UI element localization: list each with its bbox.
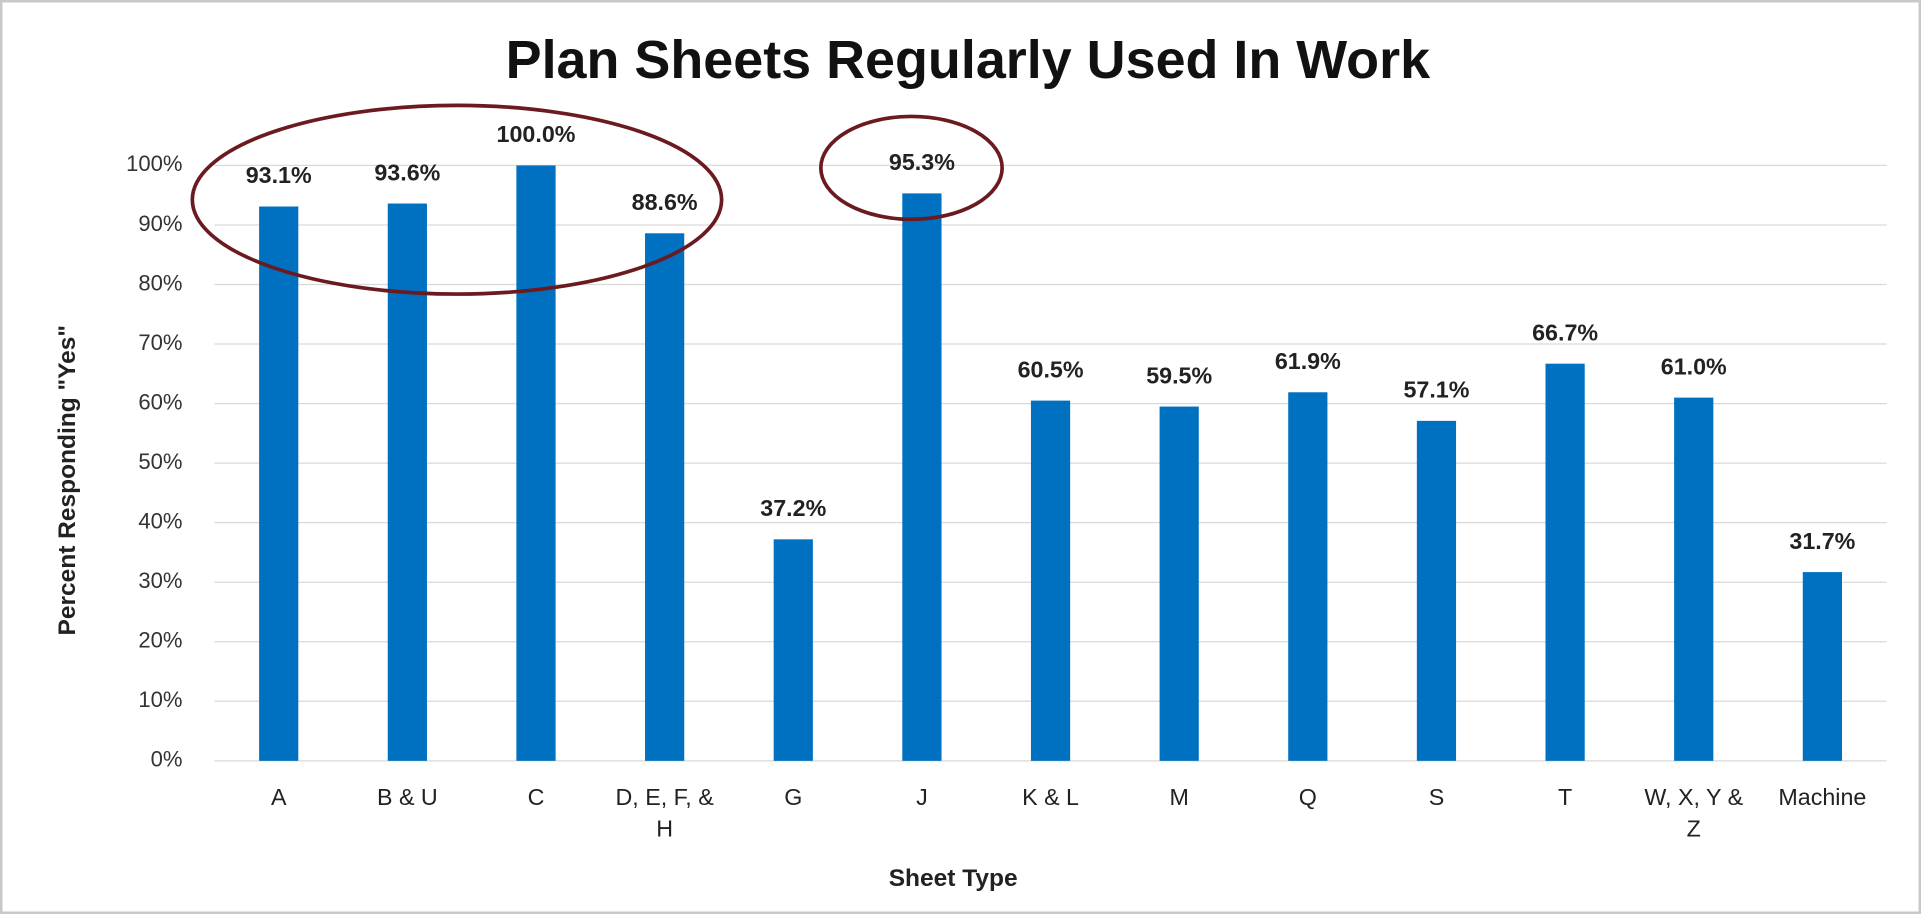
data-label: 31.7% <box>1789 528 1855 554</box>
bar <box>1674 397 1714 761</box>
data-label: 60.5% <box>1018 356 1084 382</box>
bar <box>1416 420 1457 761</box>
y-tick-label: 20% <box>138 628 182 653</box>
bar <box>1545 363 1585 761</box>
x-tick-label: J <box>916 784 928 810</box>
data-label: 59.5% <box>1146 362 1212 388</box>
y-axis-label: Percent Responding "Yes" <box>54 325 81 636</box>
plot-area: 0% 10% 20% 30% 40% 50% 60% 70% 80% 90% 100% A 93.1% B… <box>126 121 1887 842</box>
data-label: 37.2% <box>760 495 826 521</box>
y-tick-label: 80% <box>138 270 182 295</box>
data-label: 95.3% <box>889 149 955 175</box>
x-tick-label: S <box>1429 784 1445 810</box>
data-label: 66.7% <box>1532 319 1598 345</box>
y-tick-label: 30% <box>138 568 182 593</box>
data-label: 61.9% <box>1275 348 1341 374</box>
bar <box>1288 392 1328 761</box>
data-label: 88.6% <box>632 189 698 215</box>
bar <box>259 206 299 761</box>
y-tick-label: 50% <box>138 449 182 474</box>
bar <box>387 203 427 761</box>
bar <box>645 233 685 761</box>
y-tick-label: 10% <box>138 687 182 712</box>
highlight-ellipse <box>190 103 724 296</box>
x-tick-label: D, E, F, & H <box>615 784 714 842</box>
bar <box>516 165 556 761</box>
y-tick-label: 100% <box>126 151 182 176</box>
bar <box>1802 572 1842 761</box>
bar <box>773 539 813 761</box>
x-tick-label: W, X, Y & Z <box>1644 784 1743 842</box>
x-tick-label: Machine <box>1778 784 1866 810</box>
x-axis-label: Sheet Type <box>889 865 1018 892</box>
data-label: 61.0% <box>1661 353 1727 379</box>
bar <box>1159 406 1199 761</box>
y-tick-label: 40% <box>138 508 182 533</box>
bar <box>902 193 942 761</box>
y-tick-label: 60% <box>138 389 182 414</box>
x-tick-label: M <box>1169 784 1188 810</box>
x-tick-label: B & U <box>377 784 438 810</box>
data-label: 57.1% <box>1403 377 1469 403</box>
y-tick-label: 90% <box>138 211 182 236</box>
x-tick-label: A <box>271 784 287 810</box>
y-tick-label: 0% <box>151 747 183 772</box>
x-tick-label: C <box>528 784 545 810</box>
bar <box>1030 400 1071 761</box>
x-tick-label: G <box>784 784 802 810</box>
chart-title: Plan Sheets Regularly Used In Work <box>506 30 1431 90</box>
data-label: 93.6% <box>374 159 440 185</box>
data-label: 100.0% <box>497 121 576 147</box>
x-tick-label: T <box>1558 784 1572 810</box>
x-tick-label: K & L <box>1022 784 1079 810</box>
data-label: 93.1% <box>246 162 312 188</box>
y-tick-label: 70% <box>138 330 182 355</box>
highlight-ellipse <box>818 114 1004 222</box>
x-tick-label: Q <box>1299 784 1317 810</box>
